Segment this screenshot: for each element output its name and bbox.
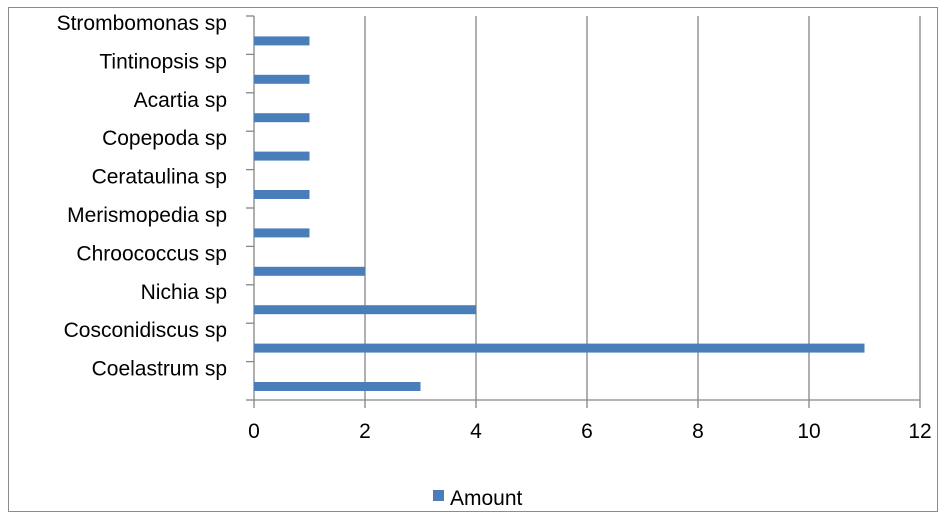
bar (254, 266, 365, 276)
y-tick-label: Nichia sp (141, 281, 227, 304)
y-tick-label: Merismopedia sp (67, 204, 227, 227)
y-tick-label: Acartia sp (134, 89, 227, 112)
x-tick-label: 0 (248, 420, 260, 443)
x-tick-label: 10 (797, 420, 820, 443)
bar (254, 74, 310, 84)
y-tick-label: Chroococcus sp (76, 242, 227, 265)
bar (254, 343, 865, 353)
bar (254, 36, 310, 46)
x-tick-label: 8 (692, 420, 704, 443)
y-tick-label: Copepoda sp (102, 127, 227, 150)
y-tick-label: Strombomonas sp (57, 12, 227, 35)
bar (254, 151, 310, 161)
legend-label: Amount (450, 487, 523, 510)
bar (254, 190, 310, 199)
legend-swatch (433, 490, 444, 501)
bar (254, 113, 310, 123)
x-tick-label: 12 (908, 420, 931, 443)
x-tick-label: 4 (470, 420, 482, 443)
bar (254, 305, 476, 315)
bar (254, 228, 310, 238)
bar (254, 382, 421, 391)
x-tick-label: 2 (359, 420, 371, 443)
y-tick-label: Cosconidiscus sp (64, 319, 227, 342)
x-tick-label: 6 (581, 420, 593, 443)
y-tick-label: Tintinopsis sp (99, 50, 227, 73)
chart-frame (8, 7, 938, 512)
y-tick-label: Cerataulina sp (92, 166, 227, 189)
y-tick-label: Coelastrum sp (92, 358, 227, 381)
